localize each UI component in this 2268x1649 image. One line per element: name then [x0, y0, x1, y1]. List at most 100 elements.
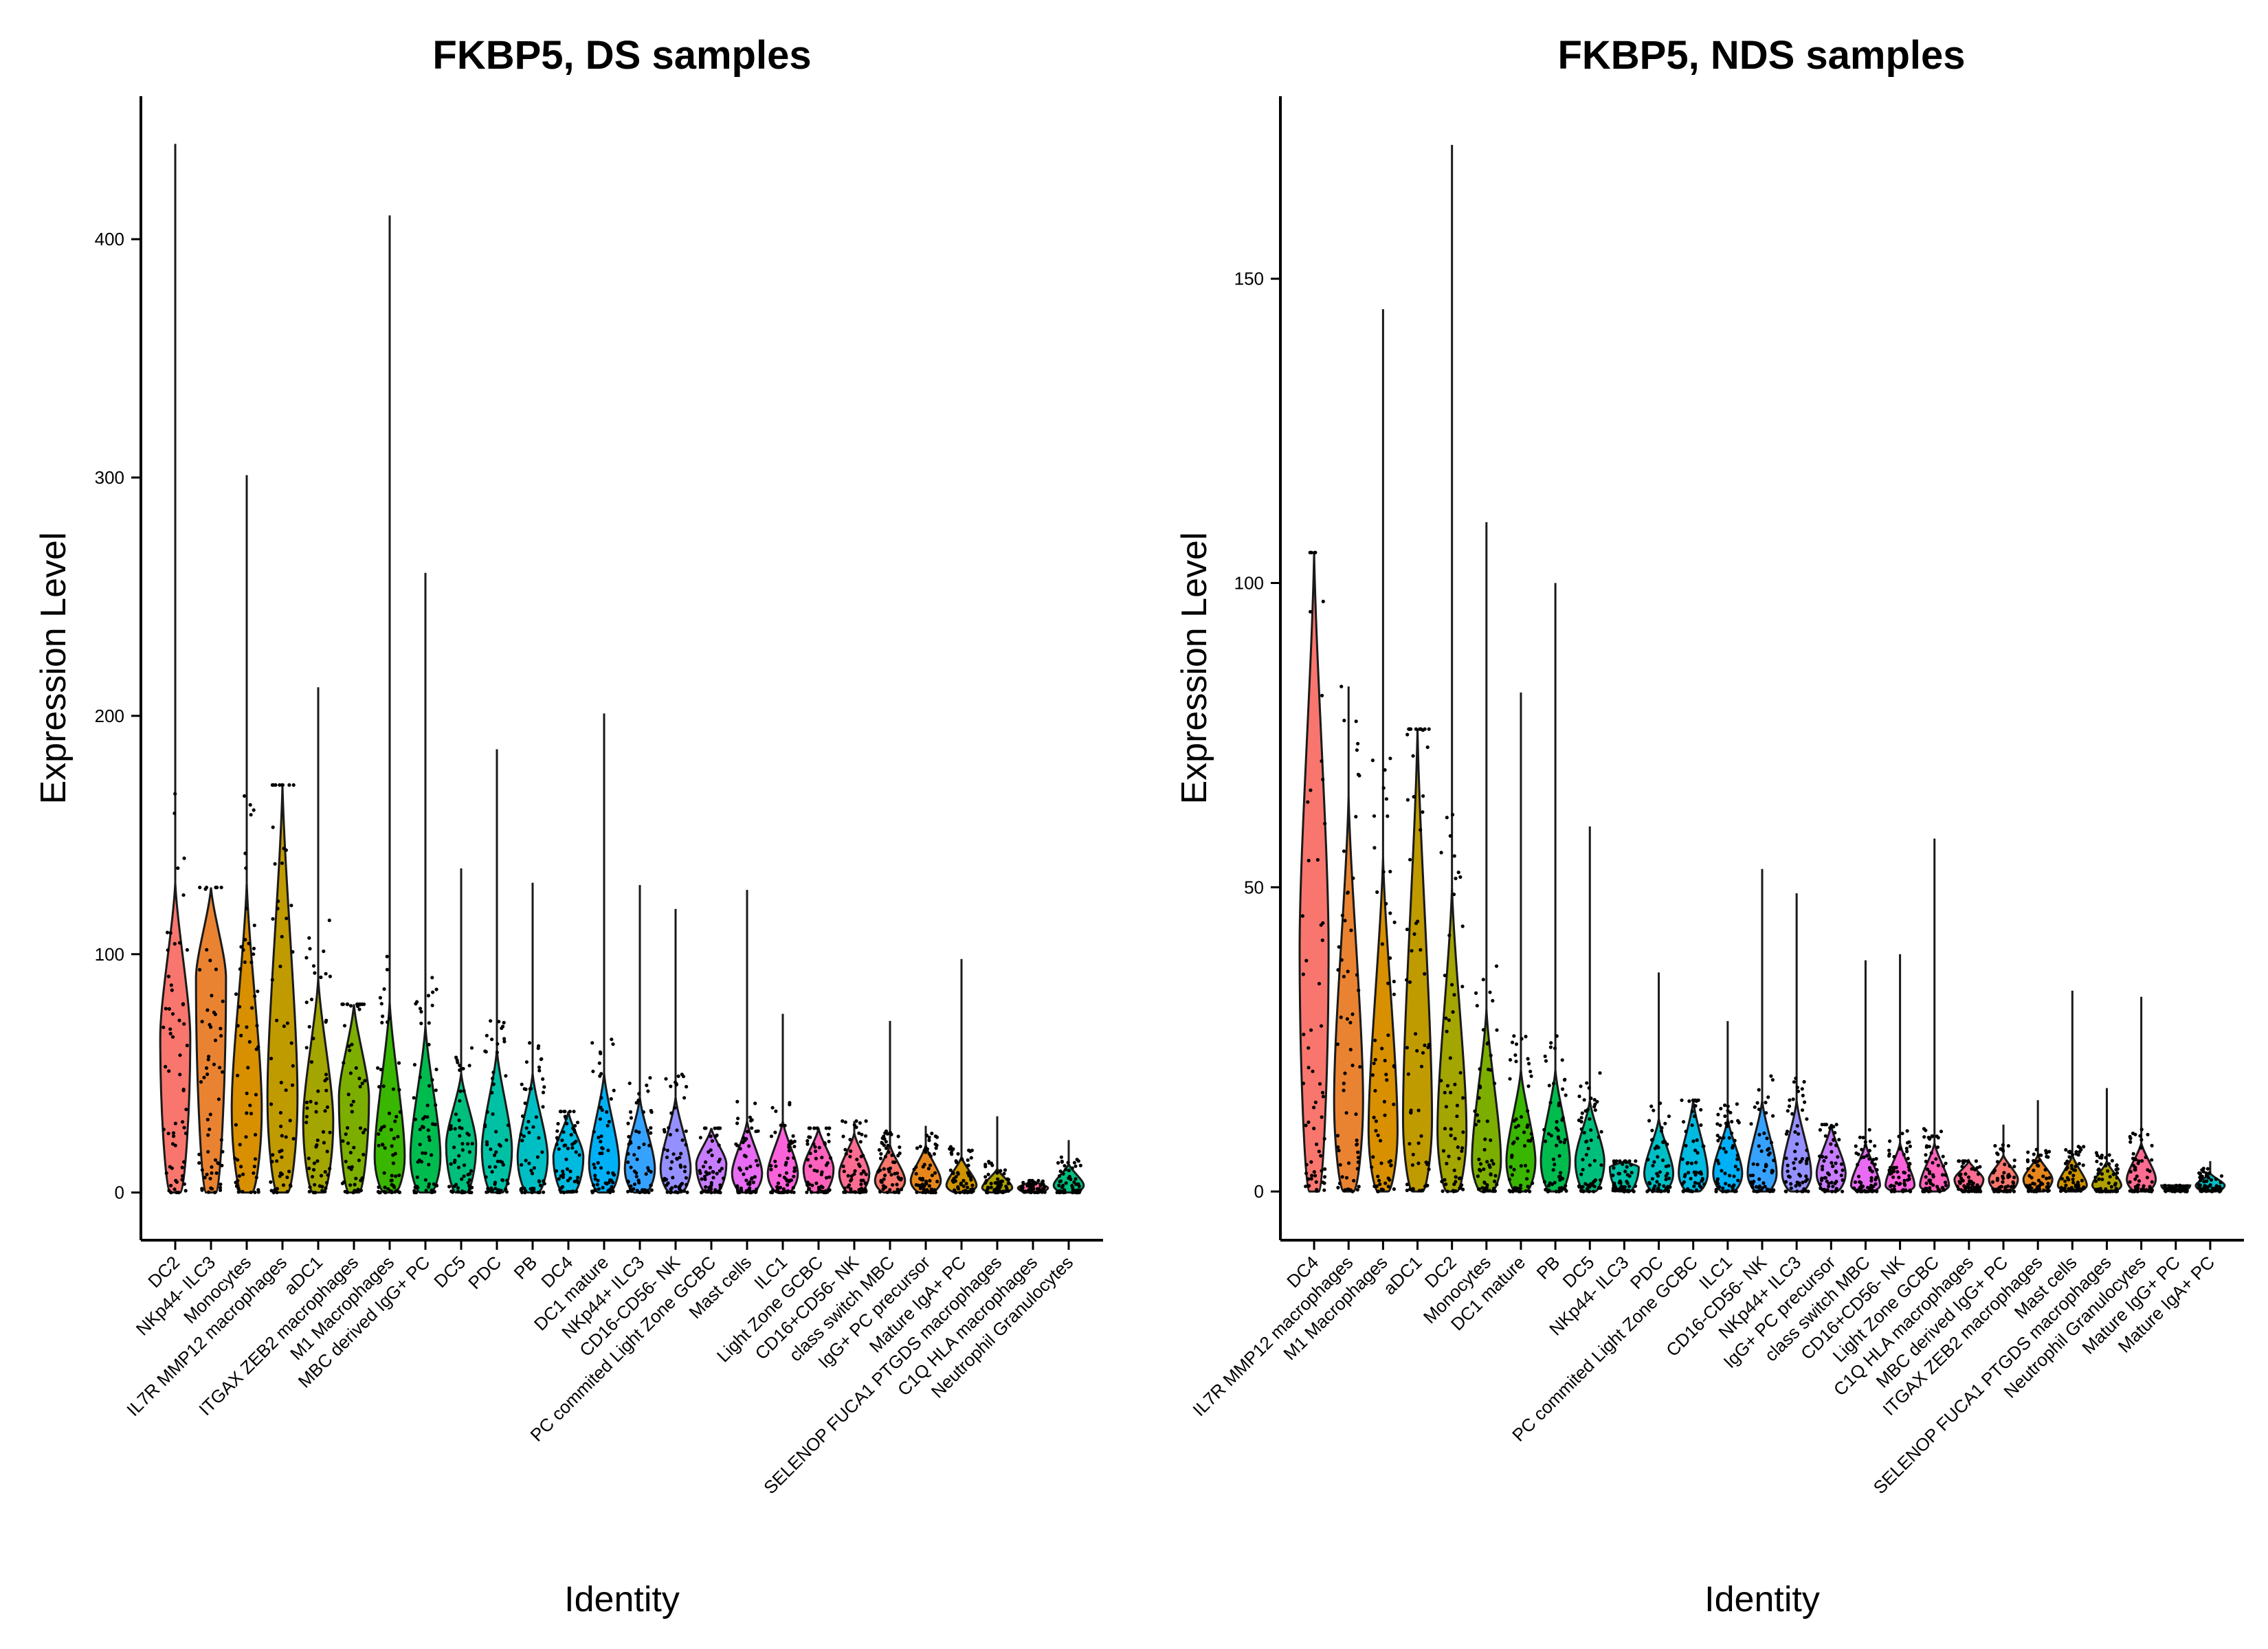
data-point	[2132, 1164, 2136, 1168]
data-point	[352, 1145, 356, 1149]
data-point	[2046, 1155, 2050, 1159]
data-point	[1547, 1084, 1551, 1088]
data-point	[1618, 1179, 1622, 1183]
data-point	[1423, 972, 1427, 976]
data-point	[813, 1145, 817, 1149]
data-point	[2094, 1179, 2098, 1183]
data-point	[1513, 1053, 1517, 1057]
data-point	[1783, 1189, 1788, 1193]
data-point	[287, 1169, 291, 1174]
data-point	[596, 1160, 600, 1165]
data-point	[1856, 1163, 1860, 1167]
data-point	[1830, 1160, 1834, 1165]
data-point	[285, 1175, 289, 1180]
data-point	[1858, 1180, 1862, 1184]
data-point	[1974, 1159, 1978, 1163]
data-point	[1795, 1142, 1799, 1146]
data-point	[961, 1178, 966, 1182]
data-point	[278, 1171, 283, 1175]
data-point	[281, 1183, 286, 1187]
data-point	[168, 1031, 173, 1035]
data-point	[715, 1133, 719, 1137]
data-point	[177, 941, 182, 945]
data-point	[324, 972, 328, 976]
data-point	[2067, 1187, 2071, 1191]
data-point	[1510, 1173, 1514, 1177]
data-point	[641, 1110, 646, 1114]
data-point	[1718, 1123, 1722, 1128]
data-point	[269, 1189, 274, 1193]
data-point	[880, 1141, 885, 1145]
data-point	[1837, 1138, 1841, 1142]
data-point	[817, 1145, 821, 1149]
data-point	[460, 1191, 464, 1195]
data-point	[500, 1026, 504, 1031]
data-point	[1392, 992, 1396, 996]
data-point	[864, 1172, 868, 1176]
data-point	[460, 1177, 464, 1181]
data-point	[641, 1189, 645, 1193]
data-point	[379, 1128, 383, 1132]
data-point	[820, 1156, 824, 1160]
data-point	[1733, 1138, 1737, 1143]
data-point	[887, 1150, 891, 1154]
data-point	[1531, 1181, 1535, 1185]
data-point	[667, 1125, 671, 1130]
data-point	[485, 1110, 489, 1114]
data-point	[1447, 1018, 1451, 1022]
data-point	[1519, 1183, 1523, 1187]
data-point	[219, 1027, 223, 1031]
data-point	[634, 1129, 638, 1133]
data-point	[666, 1181, 670, 1185]
data-point	[950, 1148, 954, 1152]
data-point	[173, 792, 177, 796]
data-point	[1475, 1004, 1479, 1008]
data-point	[269, 1102, 274, 1106]
data-point	[954, 1175, 958, 1179]
data-point	[256, 1188, 260, 1192]
data-point	[245, 1111, 249, 1115]
data-point	[1761, 1181, 1766, 1185]
data-point	[486, 1190, 490, 1194]
data-point	[852, 1190, 856, 1194]
data-point	[256, 1045, 260, 1049]
data-point	[249, 1112, 254, 1116]
data-point	[289, 904, 293, 908]
data-point	[1309, 1160, 1313, 1164]
data-point	[1421, 810, 1425, 814]
data-point	[496, 1042, 500, 1046]
data-point	[427, 1163, 431, 1167]
data-point	[423, 1151, 427, 1155]
violin-m1-macrophages	[1367, 857, 1399, 1193]
data-point	[1614, 1160, 1618, 1165]
data-point	[1348, 1020, 1353, 1024]
data-point	[1935, 1145, 1940, 1149]
data-point	[857, 1190, 861, 1194]
data-point	[324, 1186, 328, 1191]
data-point	[1489, 1138, 1493, 1143]
data-point	[1038, 1184, 1043, 1188]
data-point	[680, 1073, 684, 1077]
data-point	[489, 1186, 493, 1190]
data-point	[1386, 981, 1390, 985]
data-point	[815, 1126, 820, 1130]
data-point	[2031, 1181, 2035, 1185]
data-point	[213, 1038, 218, 1042]
data-point	[1863, 1140, 1867, 1144]
data-point	[1757, 1088, 1761, 1092]
data-point	[1757, 1107, 1761, 1112]
data-point	[561, 1169, 565, 1174]
data-point	[1687, 1099, 1691, 1103]
data-point	[434, 1067, 438, 1072]
data-point	[1819, 1182, 1823, 1186]
data-point	[1684, 1143, 1688, 1148]
data-point	[285, 1189, 289, 1193]
data-point	[1939, 1130, 1944, 1134]
data-point	[2081, 1163, 2085, 1167]
data-point	[2026, 1150, 2030, 1154]
data-point	[1888, 1165, 1893, 1169]
data-point	[556, 1121, 560, 1126]
data-point	[1474, 1123, 1478, 1127]
data-point	[1797, 1132, 1801, 1136]
data-point	[1319, 1024, 1324, 1028]
